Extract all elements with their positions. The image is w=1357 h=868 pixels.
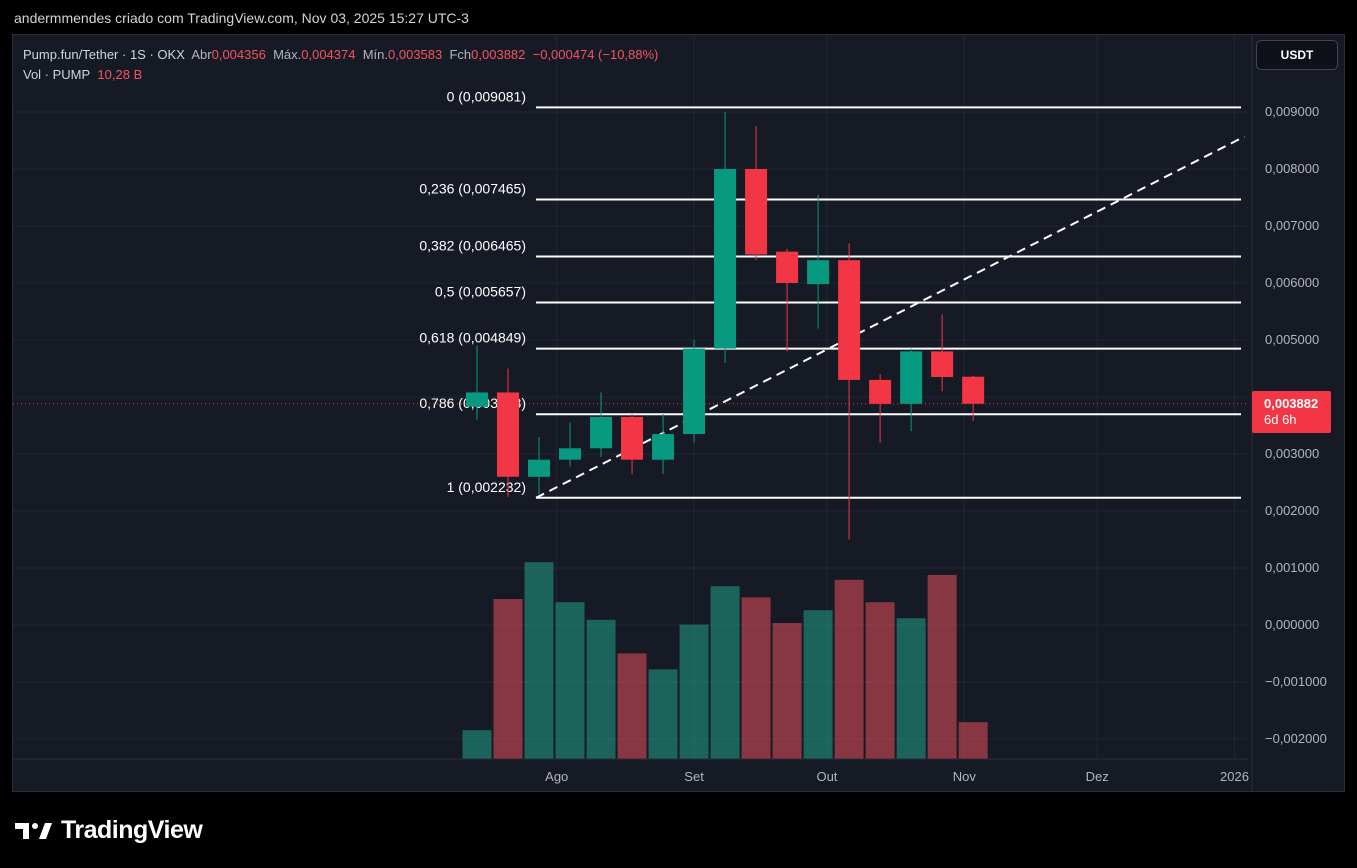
trend-line[interactable] [535,135,1245,499]
candle-down [838,260,861,380]
low-label: Mín. [362,47,389,62]
close-value: 0,003882 [471,47,526,62]
volume-bar [679,624,709,759]
candle-up [590,416,613,449]
candle-down [962,376,985,404]
fibonacci-retracement[interactable]: 0 (0,009081) 0,236 (0,007465) 0,382 (0,006… [419,88,1241,499]
symbol-label: Pump.fun/Tether · 1S · OKX [23,47,185,62]
candle-down [869,379,892,404]
y-tick-label: −0,001000 [1265,674,1327,689]
volume-bar [493,599,523,759]
x-tick-label: Ago [545,769,568,784]
candle-up [683,348,706,435]
grid [13,35,1248,759]
x-tick-label: Out [816,769,837,784]
fib-level-label: 0,382 (0,006465) [419,237,526,253]
fib-level-label: 0,618 (0,004849) [419,330,526,346]
fib-level-label: 0,5 (0,005657) [435,284,526,300]
volume-bar [865,602,895,759]
ohlc-row: Pump.fun/Tether · 1S · OKX Abr0,004356 M… [23,45,658,65]
low-value: 0,003583 [388,47,443,62]
y-tick-label: 0,009000 [1265,104,1319,119]
y-tick-label: −0,002000 [1265,731,1327,746]
last-price-value: 0,003882 [1264,396,1319,411]
fib-level-label: 0,236 (0,007465) [419,180,526,196]
candles [13,112,1248,540]
volume-bar [648,669,678,759]
volume-bars [462,562,988,759]
tradingview-logo-icon [15,822,52,839]
candle-down [745,169,768,255]
open-label: Abr [191,47,212,62]
volume-bar [958,722,988,759]
y-tick-label: 0,003000 [1265,446,1319,461]
y-tick-label: 0,008000 [1265,161,1319,176]
candle-up [559,448,582,460]
candle-up [900,351,923,404]
volume-value: 10,28 B [97,67,143,82]
volume-bar [834,579,864,759]
x-tick-label: Dez [1086,769,1109,784]
high-value: 0,004374 [301,47,356,62]
dashed-trend-line[interactable] [535,135,1245,499]
candle-up [528,459,551,477]
change-value: −0,000474 (−10,88%) [532,47,659,62]
last-price-badge: 0,003882 6d 6h [1252,391,1331,433]
volume-bar [803,610,833,759]
volume-row: Vol · PUMP 10,28 B [23,65,658,85]
candlestick-chart[interactable]: 0 (0,009081) 0,236 (0,007465) 0,382 (0,006… [13,35,1344,791]
attribution-text: andermmendes criado com TradingView.com,… [14,10,469,26]
y-tick-label: 0,001000 [1265,560,1319,575]
candle-down [776,251,799,283]
currency-button[interactable]: USDT [1256,40,1338,70]
fib-level-label: 1 (0,002232) [447,479,526,495]
candle-down [931,351,954,378]
volume-bar [741,597,771,759]
volume-bar [586,619,616,759]
tradingview-logo[interactable]: TradingView [15,816,203,845]
candle-up [465,392,488,407]
volume-bar [896,618,926,759]
x-tick-label: Set [684,769,704,784]
legend: Pump.fun/Tether · 1S · OKX Abr0,004356 M… [23,45,658,85]
fib-level-label: 0 (0,009081) [447,88,526,104]
volume-bar [524,562,554,759]
high-label: Máx. [273,47,302,62]
candle-down [621,416,644,460]
volume-bar [772,623,802,759]
x-tick-label: Nov [953,769,977,784]
candle-up [807,260,830,285]
y-tick-label: 0,000000 [1265,617,1319,632]
volume-bar [927,575,957,759]
x-tick-label: 2026 [1220,769,1249,784]
bar-countdown: 6d 6h [1264,412,1297,427]
volume-bar [710,586,740,759]
y-tick-label: 0,007000 [1265,218,1319,233]
y-tick-label: 0,005000 [1265,332,1319,347]
time-axis[interactable]: Ago Set Out Nov Dez 2026 [13,758,1249,784]
open-value: 0,004356 [211,47,266,62]
volume-bar [617,653,647,759]
volume-bar [555,602,585,759]
volume-label: Vol · PUMP [23,67,91,82]
y-tick-label: 0,002000 [1265,503,1319,518]
close-label: Fch [449,47,472,62]
volume-bar [462,730,492,759]
chart-panel[interactable]: 0 (0,009081) 0,236 (0,007465) 0,382 (0,006… [12,34,1345,792]
candle-up [714,169,737,349]
candle-down [497,392,519,477]
tradingview-wordmark: TradingView [61,816,203,844]
y-tick-label: 0,006000 [1265,275,1319,290]
candle-up [652,434,675,460]
